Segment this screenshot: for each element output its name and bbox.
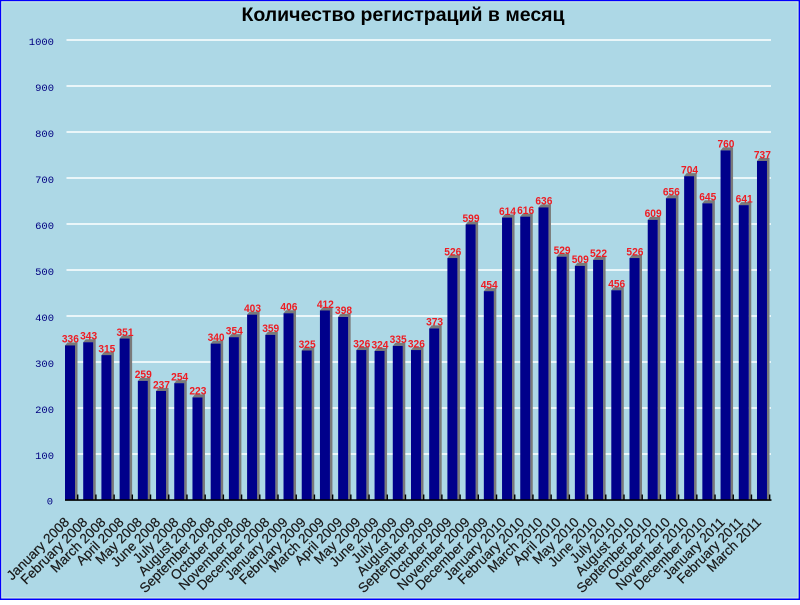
svg-text:259: 259 <box>135 369 152 381</box>
svg-text:412: 412 <box>317 299 334 311</box>
svg-text:616: 616 <box>517 205 534 217</box>
svg-text:254: 254 <box>171 371 189 383</box>
svg-text:354: 354 <box>226 325 244 337</box>
svg-text:636: 636 <box>535 196 552 208</box>
svg-text:1000: 1000 <box>29 37 54 49</box>
svg-text:Количество регистраций в месяц: Количество регистраций в месяц <box>241 4 564 26</box>
svg-text:400: 400 <box>35 313 54 325</box>
svg-text:237: 237 <box>153 379 170 391</box>
svg-text:403: 403 <box>244 303 261 315</box>
svg-text:614: 614 <box>499 206 517 218</box>
svg-text:737: 737 <box>754 149 771 161</box>
svg-text:599: 599 <box>463 213 480 225</box>
svg-text:641: 641 <box>736 193 753 205</box>
svg-text:526: 526 <box>444 246 461 258</box>
svg-text:324: 324 <box>371 339 389 351</box>
svg-text:656: 656 <box>663 187 680 199</box>
svg-text:760: 760 <box>717 139 734 151</box>
svg-text:529: 529 <box>554 245 571 257</box>
svg-text:900: 900 <box>35 83 54 95</box>
svg-text:456: 456 <box>608 279 625 291</box>
svg-text:526: 526 <box>626 246 643 258</box>
svg-text:0: 0 <box>47 497 53 509</box>
svg-text:315: 315 <box>98 343 115 355</box>
svg-text:522: 522 <box>590 248 607 260</box>
svg-text:100: 100 <box>35 451 54 463</box>
svg-text:509: 509 <box>572 254 589 266</box>
svg-text:704: 704 <box>681 164 699 176</box>
svg-text:800: 800 <box>35 129 54 141</box>
svg-text:223: 223 <box>189 386 206 398</box>
svg-text:336: 336 <box>62 334 79 346</box>
svg-text:351: 351 <box>117 327 134 339</box>
svg-text:200: 200 <box>35 405 54 417</box>
svg-text:300: 300 <box>35 359 54 371</box>
svg-text:325: 325 <box>299 339 316 351</box>
svg-text:343: 343 <box>80 331 97 343</box>
svg-text:359: 359 <box>262 323 279 335</box>
svg-text:700: 700 <box>35 175 54 187</box>
svg-text:454: 454 <box>481 279 499 291</box>
svg-text:500: 500 <box>35 267 54 279</box>
svg-text:326: 326 <box>408 338 425 350</box>
svg-text:609: 609 <box>645 208 662 220</box>
svg-text:398: 398 <box>335 305 352 317</box>
svg-text:335: 335 <box>390 334 407 346</box>
svg-text:406: 406 <box>280 302 297 314</box>
svg-text:326: 326 <box>353 338 370 350</box>
svg-text:600: 600 <box>35 221 54 233</box>
svg-text:645: 645 <box>699 192 716 204</box>
svg-text:373: 373 <box>426 317 443 329</box>
svg-text:340: 340 <box>208 332 225 344</box>
